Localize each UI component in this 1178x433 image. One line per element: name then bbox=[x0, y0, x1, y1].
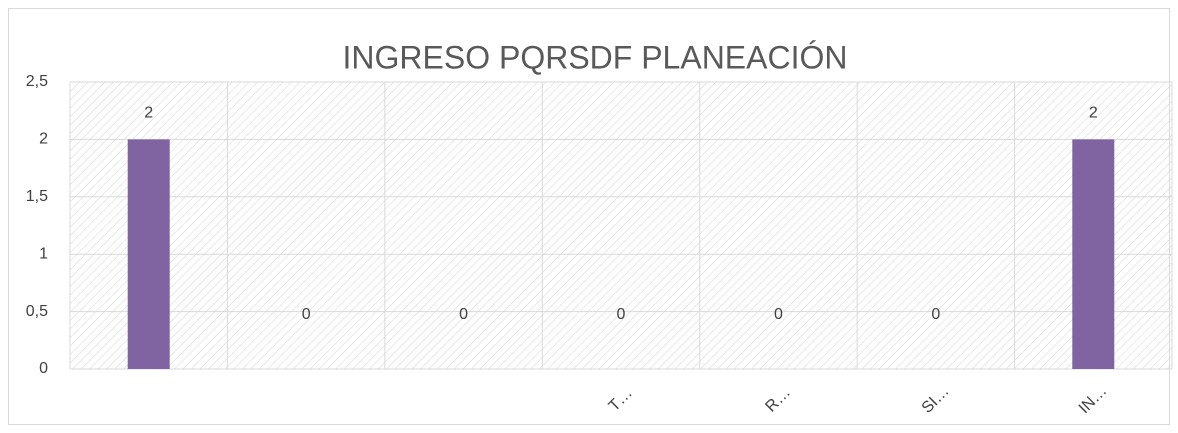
data-label: 0 bbox=[302, 306, 311, 323]
data-label: 0 bbox=[459, 306, 468, 323]
plot-area bbox=[70, 82, 1172, 369]
data-label: 0 bbox=[774, 306, 783, 323]
y-tick-label: 1,5 bbox=[26, 188, 48, 205]
chart-title: INGRESO PQRSDF PLANEACIÓN bbox=[343, 39, 848, 75]
y-tick-label: 1 bbox=[39, 245, 48, 262]
bar bbox=[127, 139, 170, 369]
data-label: 2 bbox=[144, 105, 153, 122]
y-tick-label: 0 bbox=[39, 360, 48, 377]
data-label: 2 bbox=[1089, 105, 1098, 122]
data-label: 0 bbox=[617, 306, 626, 323]
y-tick-label: 0,5 bbox=[26, 303, 48, 320]
data-label: 0 bbox=[931, 306, 940, 323]
y-tick-label: 2 bbox=[39, 131, 48, 148]
bar bbox=[1072, 139, 1115, 369]
y-tick-label: 2,5 bbox=[26, 73, 48, 90]
